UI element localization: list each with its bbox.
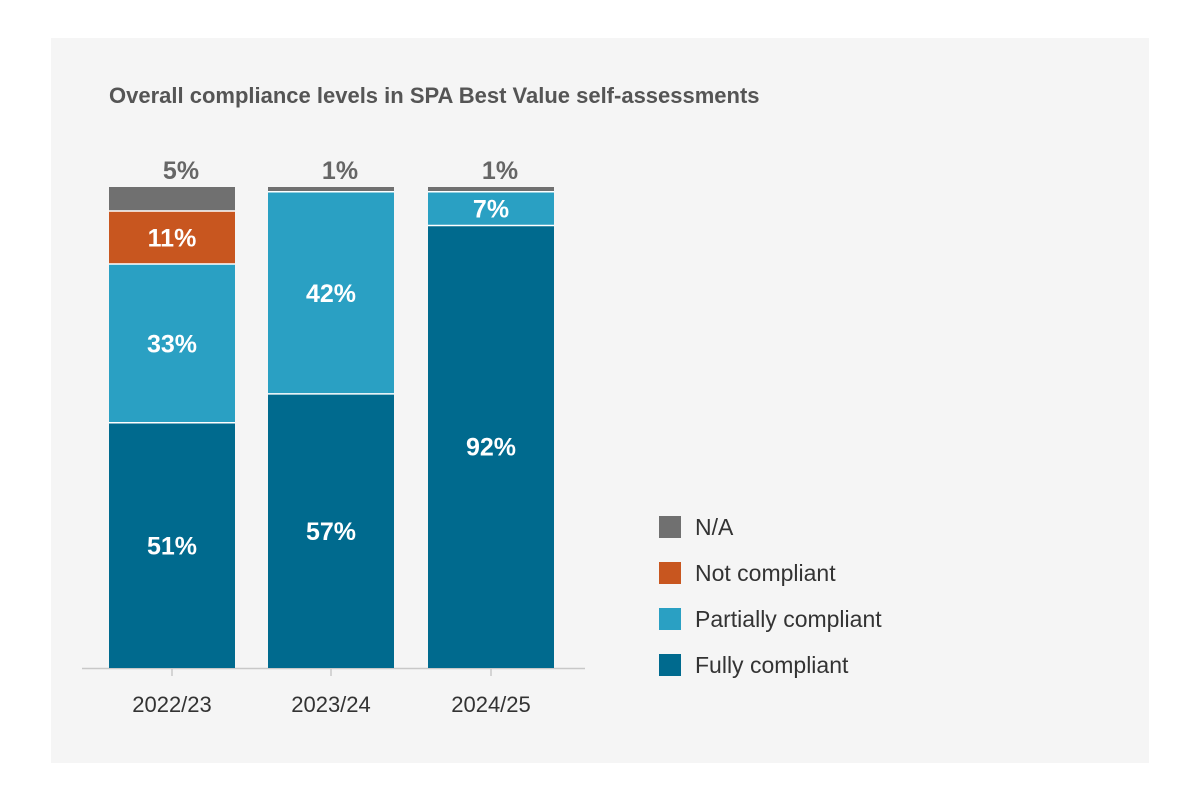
bar-segment-partially-compliant-2024-25: [428, 191, 554, 226]
chart-title: Overall compliance levels in SPA Best Va…: [109, 83, 760, 108]
bar-segment-fully-compliant-2023-24: [268, 393, 394, 668]
legend-swatch: [659, 608, 681, 630]
bar-segment-n-a-2023-24: [268, 187, 394, 192]
legend-item-fully-compliant: Fully compliant: [659, 642, 882, 688]
legend-item-partially-compliant: Partially compliant: [659, 596, 882, 642]
x-tick-label-2024-25: 2024/25: [451, 692, 531, 717]
data-label-fully-compliant-2022-23: 51%: [147, 532, 197, 560]
legend-label: Fully compliant: [695, 651, 849, 678]
legend: N/A Not compliant Partially compliant Fully…: [659, 504, 882, 688]
bar-segment-partially-compliant-2022-23: [109, 263, 235, 423]
bar-segment-partially-compliant-2023-24: [268, 191, 394, 394]
legend-label: Not compliant: [695, 559, 836, 586]
data-label-partially-compliant-2024-25: 7%: [473, 196, 509, 224]
data-label-na-2022-23: 5%: [163, 157, 199, 185]
legend-item-n-a: N/A: [659, 504, 882, 550]
bar-segment-fully-compliant-2022-23: [109, 422, 235, 668]
x-tick-label-2022-23: 2022/23: [132, 692, 212, 717]
bar-segment-not-compliant-2022-23: [109, 211, 235, 264]
legend-swatch: [659, 654, 681, 676]
data-label-not-compliant-2022-23: 11%: [148, 225, 197, 253]
legend-label: N/A: [695, 513, 734, 540]
legend-swatch: [659, 562, 681, 584]
data-label-na-2023-24: 1%: [322, 157, 358, 185]
stacked-bar-chart: 51% 33% 11% 5% 2022/23 57% 42% 1% 2023/24 92% 7% 1%…: [82, 157, 585, 717]
data-label-fully-compliant-2024-25: 92%: [466, 434, 516, 462]
chart-card: Overall compliance levels in SPA Best Va…: [51, 38, 1149, 763]
data-label-partially-compliant-2022-23: 33%: [147, 330, 197, 358]
legend-swatch: [659, 516, 681, 538]
x-tick-label-2023-24: 2023/24: [291, 692, 371, 717]
legend-label: Partially compliant: [695, 605, 882, 632]
data-label-partially-compliant-2023-24: 42%: [306, 280, 356, 308]
bar-segment-n-a-2022-23: [109, 187, 235, 212]
data-label-na-2024-25: 1%: [482, 157, 518, 185]
bar-segment-n-a-2024-25: [428, 187, 554, 192]
data-label-fully-compliant-2023-24: 57%: [306, 518, 356, 546]
legend-item-not-compliant: Not compliant: [659, 550, 882, 596]
bar-segment-fully-compliant-2024-25: [428, 225, 554, 669]
